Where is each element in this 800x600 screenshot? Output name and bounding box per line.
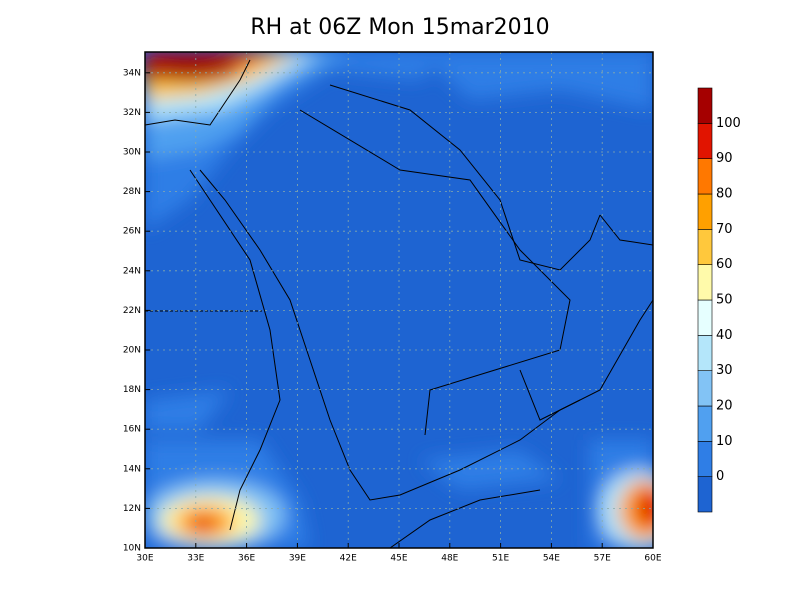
- y-tick-label: 10N: [123, 544, 141, 554]
- x-tick-label: 48E: [441, 554, 458, 564]
- y-tick-label: 18N: [123, 385, 141, 395]
- field: [145, 52, 653, 548]
- map-title: RH at 06Z Mon 15mar2010: [250, 15, 549, 40]
- x-tick-label: 39E: [289, 554, 306, 564]
- coastlines: [145, 59, 653, 548]
- y-tick-label: 20N: [123, 346, 141, 356]
- y-tick-label: 30N: [123, 148, 141, 158]
- colorbar-swatch: [697, 370, 713, 407]
- x-tick-label: 45E: [390, 554, 407, 564]
- y-tick-label: 16N: [123, 425, 141, 435]
- x-tick-label: 42E: [340, 554, 357, 564]
- colorbar-label: 30: [716, 363, 733, 378]
- y-tick-label: 32N: [123, 108, 141, 118]
- graticule: [145, 52, 653, 548]
- colorbar-label: 0: [716, 469, 724, 484]
- y-tick-label: 12N: [123, 504, 141, 514]
- colorbar-label: 70: [716, 222, 733, 237]
- colorbar-swatch: [697, 193, 713, 230]
- y-tick-label: 14N: [123, 464, 141, 474]
- x-tick-label: 51E: [492, 554, 509, 564]
- x-tick-label: 33E: [187, 554, 204, 564]
- colorbar-swatch: [697, 335, 713, 371]
- colorbar-label: 90: [716, 151, 733, 166]
- colorbar-label: 40: [716, 328, 733, 343]
- colorbar-swatch: [697, 405, 713, 442]
- colorbar-swatch: [697, 158, 713, 195]
- x-tick-label: 60E: [644, 554, 661, 564]
- colorbar-swatch: [697, 476, 713, 513]
- x-tick-label: 54E: [543, 554, 560, 564]
- colorbar-swatch: [697, 299, 713, 336]
- colorbar-swatch: [697, 441, 713, 477]
- field-shading: [145, 52, 653, 548]
- x-tick-label: 30E: [136, 554, 153, 564]
- colorbar-swatch: [697, 229, 713, 265]
- colorbar: 0 10 20 30 40 50 60 70 80 90 100: [697, 87, 741, 513]
- colorbar-swatch: [697, 87, 713, 124]
- colorbar-label: 80: [716, 187, 733, 202]
- colorbar-label: 10: [716, 434, 733, 449]
- axis-labels: 30E 33E 36E 39E 42E 45E 48E 51E 54E 57E 60E 10N 12N 1…: [123, 68, 662, 563]
- y-tick-label: 24N: [123, 266, 141, 276]
- y-tick-label: 34N: [123, 68, 141, 78]
- colorbar-swatch: [697, 123, 713, 159]
- colorbar-swatch: [697, 264, 713, 301]
- x-tick-label: 57E: [594, 554, 611, 564]
- y-tick-label: 28N: [123, 187, 141, 197]
- colorbar-label: 100: [716, 116, 741, 131]
- x-tick-label: 36E: [238, 554, 255, 564]
- colorbar-label: 50: [716, 293, 733, 308]
- y-tick-label: 22N: [123, 306, 141, 316]
- colorbar-label: 60: [716, 257, 733, 272]
- y-tick-label: 26N: [123, 227, 141, 237]
- colorbar-label: 20: [716, 399, 733, 414]
